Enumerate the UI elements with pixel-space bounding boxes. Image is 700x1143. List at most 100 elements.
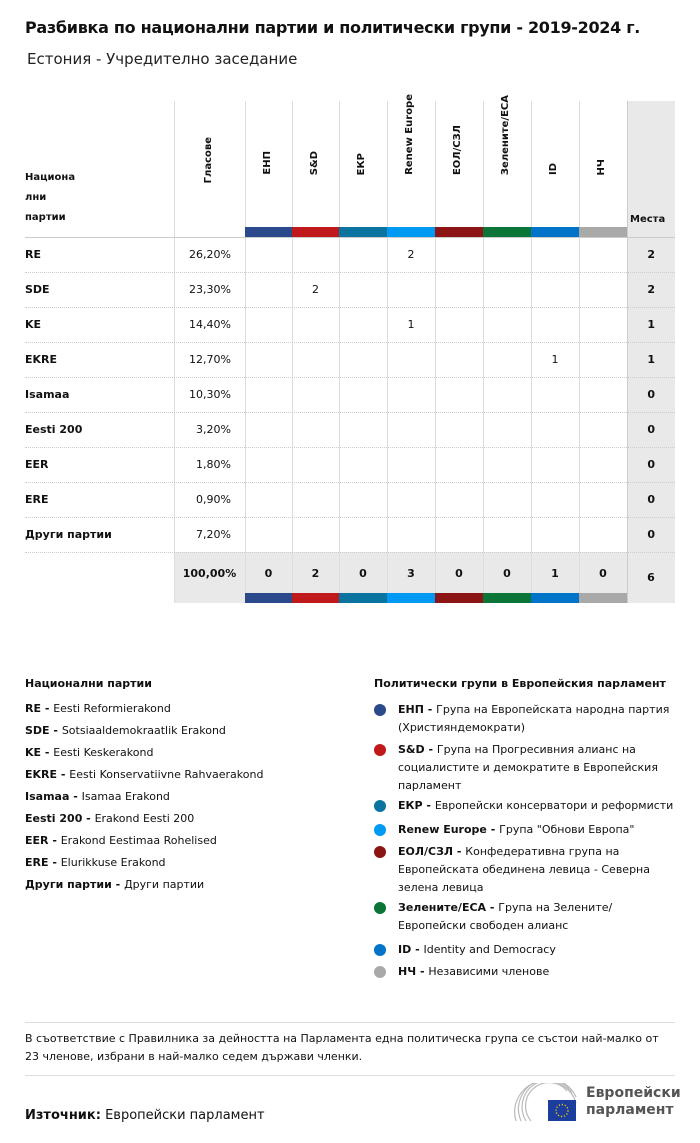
seats-cell: 1: [647, 318, 655, 331]
group-header: ЕНП: [261, 151, 273, 175]
legend-name: Група на Прогресивния алианс на социалис…: [398, 743, 658, 792]
seat-cell: [387, 272, 435, 307]
total-cell: 3: [407, 567, 415, 580]
column-divider: [531, 101, 532, 603]
column-divider: [292, 101, 293, 603]
seat-cell: 1: [551, 353, 559, 366]
party-header-line: лни: [25, 192, 47, 203]
party-name: ERE: [25, 493, 49, 506]
legend-abbr: Зелените/ЕСА: [398, 901, 487, 914]
legend-abbr: RE: [25, 702, 41, 715]
page-subtitle: Естония - Учредително заседание: [27, 50, 298, 68]
votes-header: Гласове: [203, 137, 214, 184]
group-legend-item: ID - Identity and Democracy: [374, 941, 679, 959]
legend-abbr: Renew Europe: [398, 823, 487, 836]
group-color-bar: [245, 593, 292, 603]
seat-cell: [339, 447, 387, 482]
row-divider: [25, 307, 675, 308]
total-cell: 0: [455, 567, 463, 580]
legend-name: Isamaa Erakond: [81, 790, 170, 803]
seat-cell: [245, 377, 292, 412]
group-header: ЕОЛ/СЗЛ: [452, 124, 463, 175]
legend-abbr: ERE: [25, 856, 49, 869]
seats-cell: 0: [647, 423, 655, 436]
column-divider: [339, 101, 340, 603]
seat-cell: 1: [407, 318, 415, 331]
seat-cell: [387, 342, 435, 377]
seat-cell: [245, 482, 292, 517]
votes-cell: 10,30%: [189, 388, 231, 401]
source-label: Източник:: [25, 1108, 101, 1123]
votes-cell: 14,40%: [189, 318, 231, 331]
legend-abbr: Isamaa: [25, 790, 70, 803]
seat-cell: [292, 412, 339, 447]
row-divider: [25, 447, 675, 448]
seat-cell: [531, 482, 579, 517]
party-legend-item: Isamaa - Isamaa Erakond: [25, 790, 170, 803]
seat-cell: [245, 517, 292, 552]
group-color-bar: [292, 593, 339, 603]
group-header: НЧ: [596, 158, 607, 175]
total-cell: 0: [599, 567, 607, 580]
legend-abbr: ЕКР: [398, 799, 423, 812]
seat-cell: [483, 272, 531, 307]
legend-abbr: SDE: [25, 724, 50, 737]
legend-name: Sotsiaaldemokraatlik Erakond: [61, 724, 226, 737]
seat-cell: [483, 482, 531, 517]
legend-name: Elurikkuse Erakond: [60, 856, 166, 869]
seat-cell: [579, 272, 627, 307]
seat-cell: [579, 517, 627, 552]
seat-cell: [579, 377, 627, 412]
legend-name: Независими членове: [428, 965, 550, 978]
seats-header: Места: [630, 214, 666, 225]
seat-cell: [387, 377, 435, 412]
legend-name: Eesti Konservatiivne Rahvaerakond: [69, 768, 264, 781]
row-divider: [25, 377, 675, 378]
group-legend-item: ЕОЛ/СЗЛ - Конфедеративна група на Европе…: [374, 843, 679, 897]
seat-cell: [435, 272, 483, 307]
seat-cell: 2: [407, 248, 415, 261]
row-divider: [25, 272, 675, 273]
color-dot-icon: [374, 902, 386, 914]
party-name: EKRE: [25, 353, 58, 366]
seat-cell: [339, 377, 387, 412]
seat-cell: [531, 272, 579, 307]
group-color-bar: [579, 593, 627, 603]
votes-cell: 3,20%: [196, 423, 231, 436]
votes-cell: 7,20%: [196, 528, 231, 541]
column-divider: [627, 101, 628, 603]
seat-cell: [339, 412, 387, 447]
group-color-bar: [531, 593, 579, 603]
votes-cell: 0,90%: [196, 493, 231, 506]
hemicycle-icon: [514, 1083, 577, 1122]
total-cell: 0: [264, 567, 273, 580]
group-header: S&D: [308, 150, 320, 175]
group-color-bar: [339, 593, 387, 603]
group-color-bar: [387, 593, 435, 603]
color-dot-icon: [374, 944, 386, 956]
legend-abbr: НЧ: [398, 965, 417, 978]
party-name: KE: [25, 318, 42, 331]
seat-cell: [292, 377, 339, 412]
party-header-line: Национа: [25, 172, 76, 183]
seat-cell: [483, 517, 531, 552]
party-legend-item: EKRE - Eesti Konservatiivne Rahvaerakond: [25, 768, 264, 781]
party-legend-item: RE - Eesti Reformierakond: [25, 702, 171, 715]
votes-cell: 23,30%: [189, 283, 231, 296]
group-legend-item: НЧ - Независими членове: [374, 963, 679, 981]
seat-cell: [245, 447, 292, 482]
groups-legend-title: Политически групи в Европейския парламен…: [374, 677, 666, 690]
party-name: EER: [25, 458, 49, 471]
seat-cell: [531, 517, 579, 552]
legend-abbr: EER: [25, 834, 49, 847]
party-legend-item: ERE - Elurikkuse Erakond: [25, 856, 166, 869]
party-name: Isamaa: [25, 388, 70, 401]
legend-abbr: ЕНП: [398, 703, 424, 716]
group-color-bar: [245, 227, 292, 237]
legend-name: Група на Зелените/ Европейски свободен а…: [398, 901, 613, 932]
seat-cell: [245, 307, 292, 342]
seats-cell: 2: [647, 283, 655, 296]
legend-abbr: KE: [25, 746, 42, 759]
row-divider: [25, 237, 675, 238]
total-cell: 0: [359, 567, 367, 580]
